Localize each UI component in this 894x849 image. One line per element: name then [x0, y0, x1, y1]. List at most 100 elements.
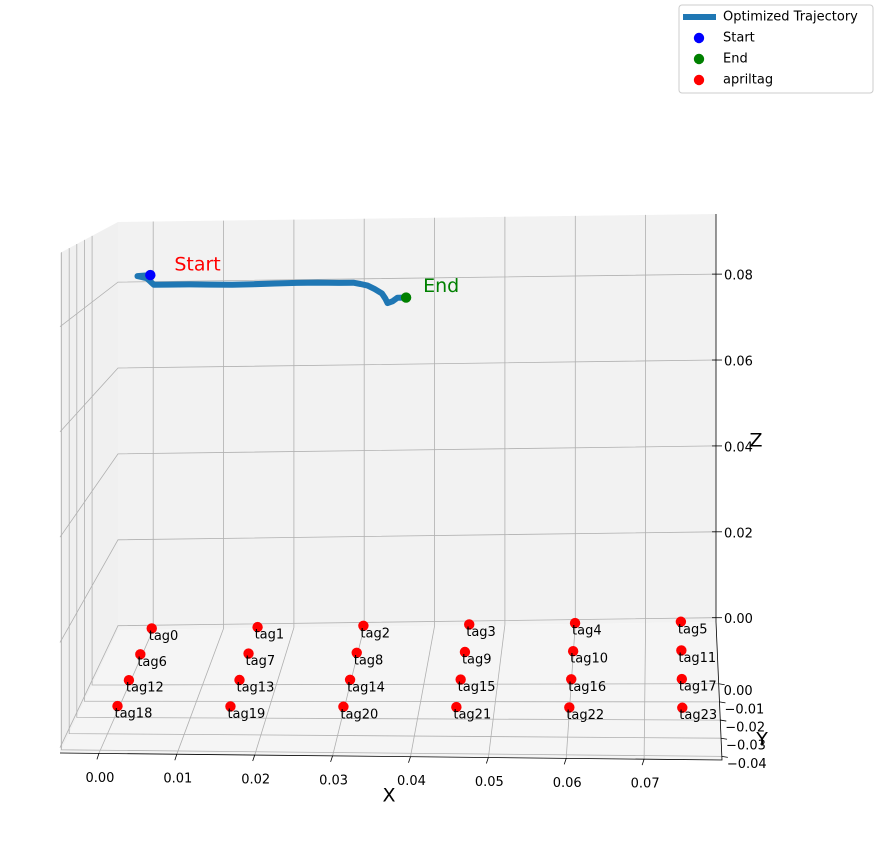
- point: [567, 646, 579, 657]
- axis-line: [59, 214, 723, 761]
- grid-line: [61, 252, 722, 757]
- x-tick-label: 0.01: [163, 772, 192, 787]
- point-label: tag21: [453, 708, 491, 723]
- grid-line: [254, 219, 295, 756]
- point-label: tag1: [255, 628, 285, 643]
- point-label: tag18: [114, 707, 152, 722]
- x-tick: [330, 755, 333, 763]
- point-label: tag5: [678, 622, 708, 637]
- x-tick: [174, 754, 178, 761]
- x-tick-label: 0.00: [85, 771, 114, 786]
- point: [676, 645, 687, 656]
- z-axis-label: Z: [749, 430, 762, 452]
- point: [464, 619, 475, 630]
- x-axis-label: X: [382, 785, 395, 807]
- legend: Optimized Trajectory Start End apriltag: [678, 4, 874, 94]
- y-tick-label: −0.02: [725, 721, 765, 736]
- point-label: tag7: [246, 654, 276, 669]
- grid-line: [59, 359, 717, 433]
- legend-swatch: [693, 32, 705, 44]
- y-tick-label: −0.04: [727, 757, 767, 772]
- grid-line: [84, 239, 720, 703]
- x-tick: [485, 757, 489, 764]
- annotation: Start: [174, 254, 220, 276]
- y-tick-label: 0.00: [724, 684, 753, 699]
- grid-line: [643, 214, 646, 760]
- point: [243, 648, 254, 659]
- x-tick-label: 0.07: [631, 777, 660, 792]
- point-label: tag3: [466, 625, 496, 640]
- point: [225, 701, 236, 712]
- point-label: tag19: [227, 707, 265, 722]
- y-axis-label: Y: [755, 729, 768, 751]
- z-tick-label: 0.04: [724, 440, 753, 455]
- grid-line: [59, 273, 717, 328]
- annotation: End: [423, 275, 459, 297]
- point: [455, 674, 466, 685]
- point: [123, 675, 135, 686]
- point-label: tag0: [149, 629, 179, 644]
- point-label: tag4: [572, 624, 602, 639]
- point: [564, 702, 575, 713]
- left-pane: [60, 222, 118, 753]
- point: [569, 617, 581, 629]
- legend-swatch: [693, 53, 705, 65]
- trajectory-line: [134, 272, 410, 307]
- y-tick: [720, 719, 727, 722]
- point-label: tag9: [462, 652, 492, 667]
- legend-box: [678, 4, 874, 94]
- point: [675, 616, 687, 627]
- y-tick: [719, 701, 726, 704]
- point-label: tag11: [678, 651, 716, 666]
- point-label: tag8: [354, 653, 384, 668]
- grid-line: [68, 248, 722, 739]
- point: [252, 621, 263, 633]
- back-pane: [118, 214, 716, 630]
- x-tick-label: 0.03: [319, 773, 348, 788]
- point: [344, 674, 356, 685]
- grid-line: [410, 217, 436, 757]
- grid-line: [488, 216, 506, 758]
- x-tick-label: 0.02: [241, 773, 270, 788]
- y-tick: [721, 755, 728, 758]
- point: [145, 269, 156, 281]
- point-label: tag13: [236, 680, 274, 695]
- point: [677, 702, 688, 713]
- point-label: tag17: [679, 680, 717, 695]
- grid-line: [59, 445, 717, 538]
- legend-label: Start: [723, 31, 755, 46]
- point-label: tag14: [347, 680, 385, 695]
- grid-line: [76, 244, 721, 721]
- x-tick-label: 0.04: [397, 774, 426, 789]
- point: [451, 701, 462, 713]
- x-tick: [563, 758, 567, 765]
- y-tick: [720, 737, 728, 740]
- point: [112, 700, 123, 712]
- x-tick: [96, 753, 100, 760]
- grid-line: [91, 235, 719, 686]
- y-tick-label: −0.03: [726, 739, 766, 754]
- point-label: tag12: [126, 681, 164, 696]
- point: [135, 649, 146, 660]
- legend-label: Optimized Trajectory: [723, 10, 858, 25]
- x-tick: [408, 756, 411, 763]
- legend-label: End: [723, 52, 748, 67]
- grid-line: [176, 220, 224, 755]
- point-label: tag16: [568, 680, 606, 695]
- x-tick-label: 0.06: [553, 776, 582, 791]
- panes: [60, 214, 722, 760]
- grid: [59, 214, 722, 760]
- grid-line: [59, 531, 717, 643]
- point: [358, 620, 369, 631]
- point-label: tag2: [360, 626, 390, 641]
- y-tick-label: −0.01: [724, 702, 764, 717]
- point-label: tag6: [137, 655, 167, 670]
- point: [146, 623, 157, 634]
- point: [676, 673, 688, 685]
- point-label: tag20: [340, 707, 378, 722]
- point: [351, 647, 362, 658]
- z-tick-label: 0.08: [724, 269, 753, 284]
- point: [338, 701, 349, 712]
- x-tick: [252, 754, 256, 762]
